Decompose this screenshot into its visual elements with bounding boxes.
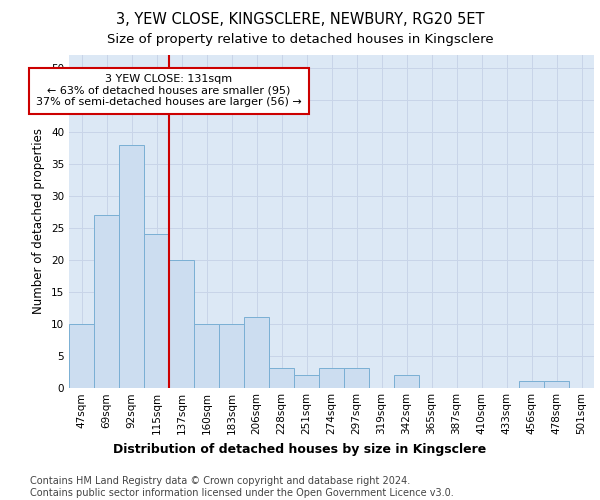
Text: Size of property relative to detached houses in Kingsclere: Size of property relative to detached ho…: [107, 32, 493, 46]
Text: 3, YEW CLOSE, KINGSCLERE, NEWBURY, RG20 5ET: 3, YEW CLOSE, KINGSCLERE, NEWBURY, RG20 …: [116, 12, 484, 28]
Bar: [94, 215, 119, 388]
Text: Distribution of detached houses by size in Kingsclere: Distribution of detached houses by size …: [113, 442, 487, 456]
Y-axis label: Number of detached properties: Number of detached properties: [32, 128, 46, 314]
Bar: [269, 368, 294, 388]
Bar: [144, 234, 169, 388]
Bar: [244, 317, 269, 388]
Bar: [69, 324, 94, 388]
Bar: [319, 368, 344, 388]
Text: 3 YEW CLOSE: 131sqm
← 63% of detached houses are smaller (95)
37% of semi-detach: 3 YEW CLOSE: 131sqm ← 63% of detached ho…: [36, 74, 302, 108]
Bar: [294, 374, 319, 388]
Bar: [519, 381, 544, 388]
Bar: [119, 144, 144, 388]
Bar: [544, 381, 569, 388]
Bar: [344, 368, 369, 388]
Bar: [169, 260, 194, 388]
Text: Contains HM Land Registry data © Crown copyright and database right 2024.
Contai: Contains HM Land Registry data © Crown c…: [30, 476, 454, 498]
Bar: [194, 324, 219, 388]
Bar: [394, 374, 419, 388]
Bar: [219, 324, 244, 388]
